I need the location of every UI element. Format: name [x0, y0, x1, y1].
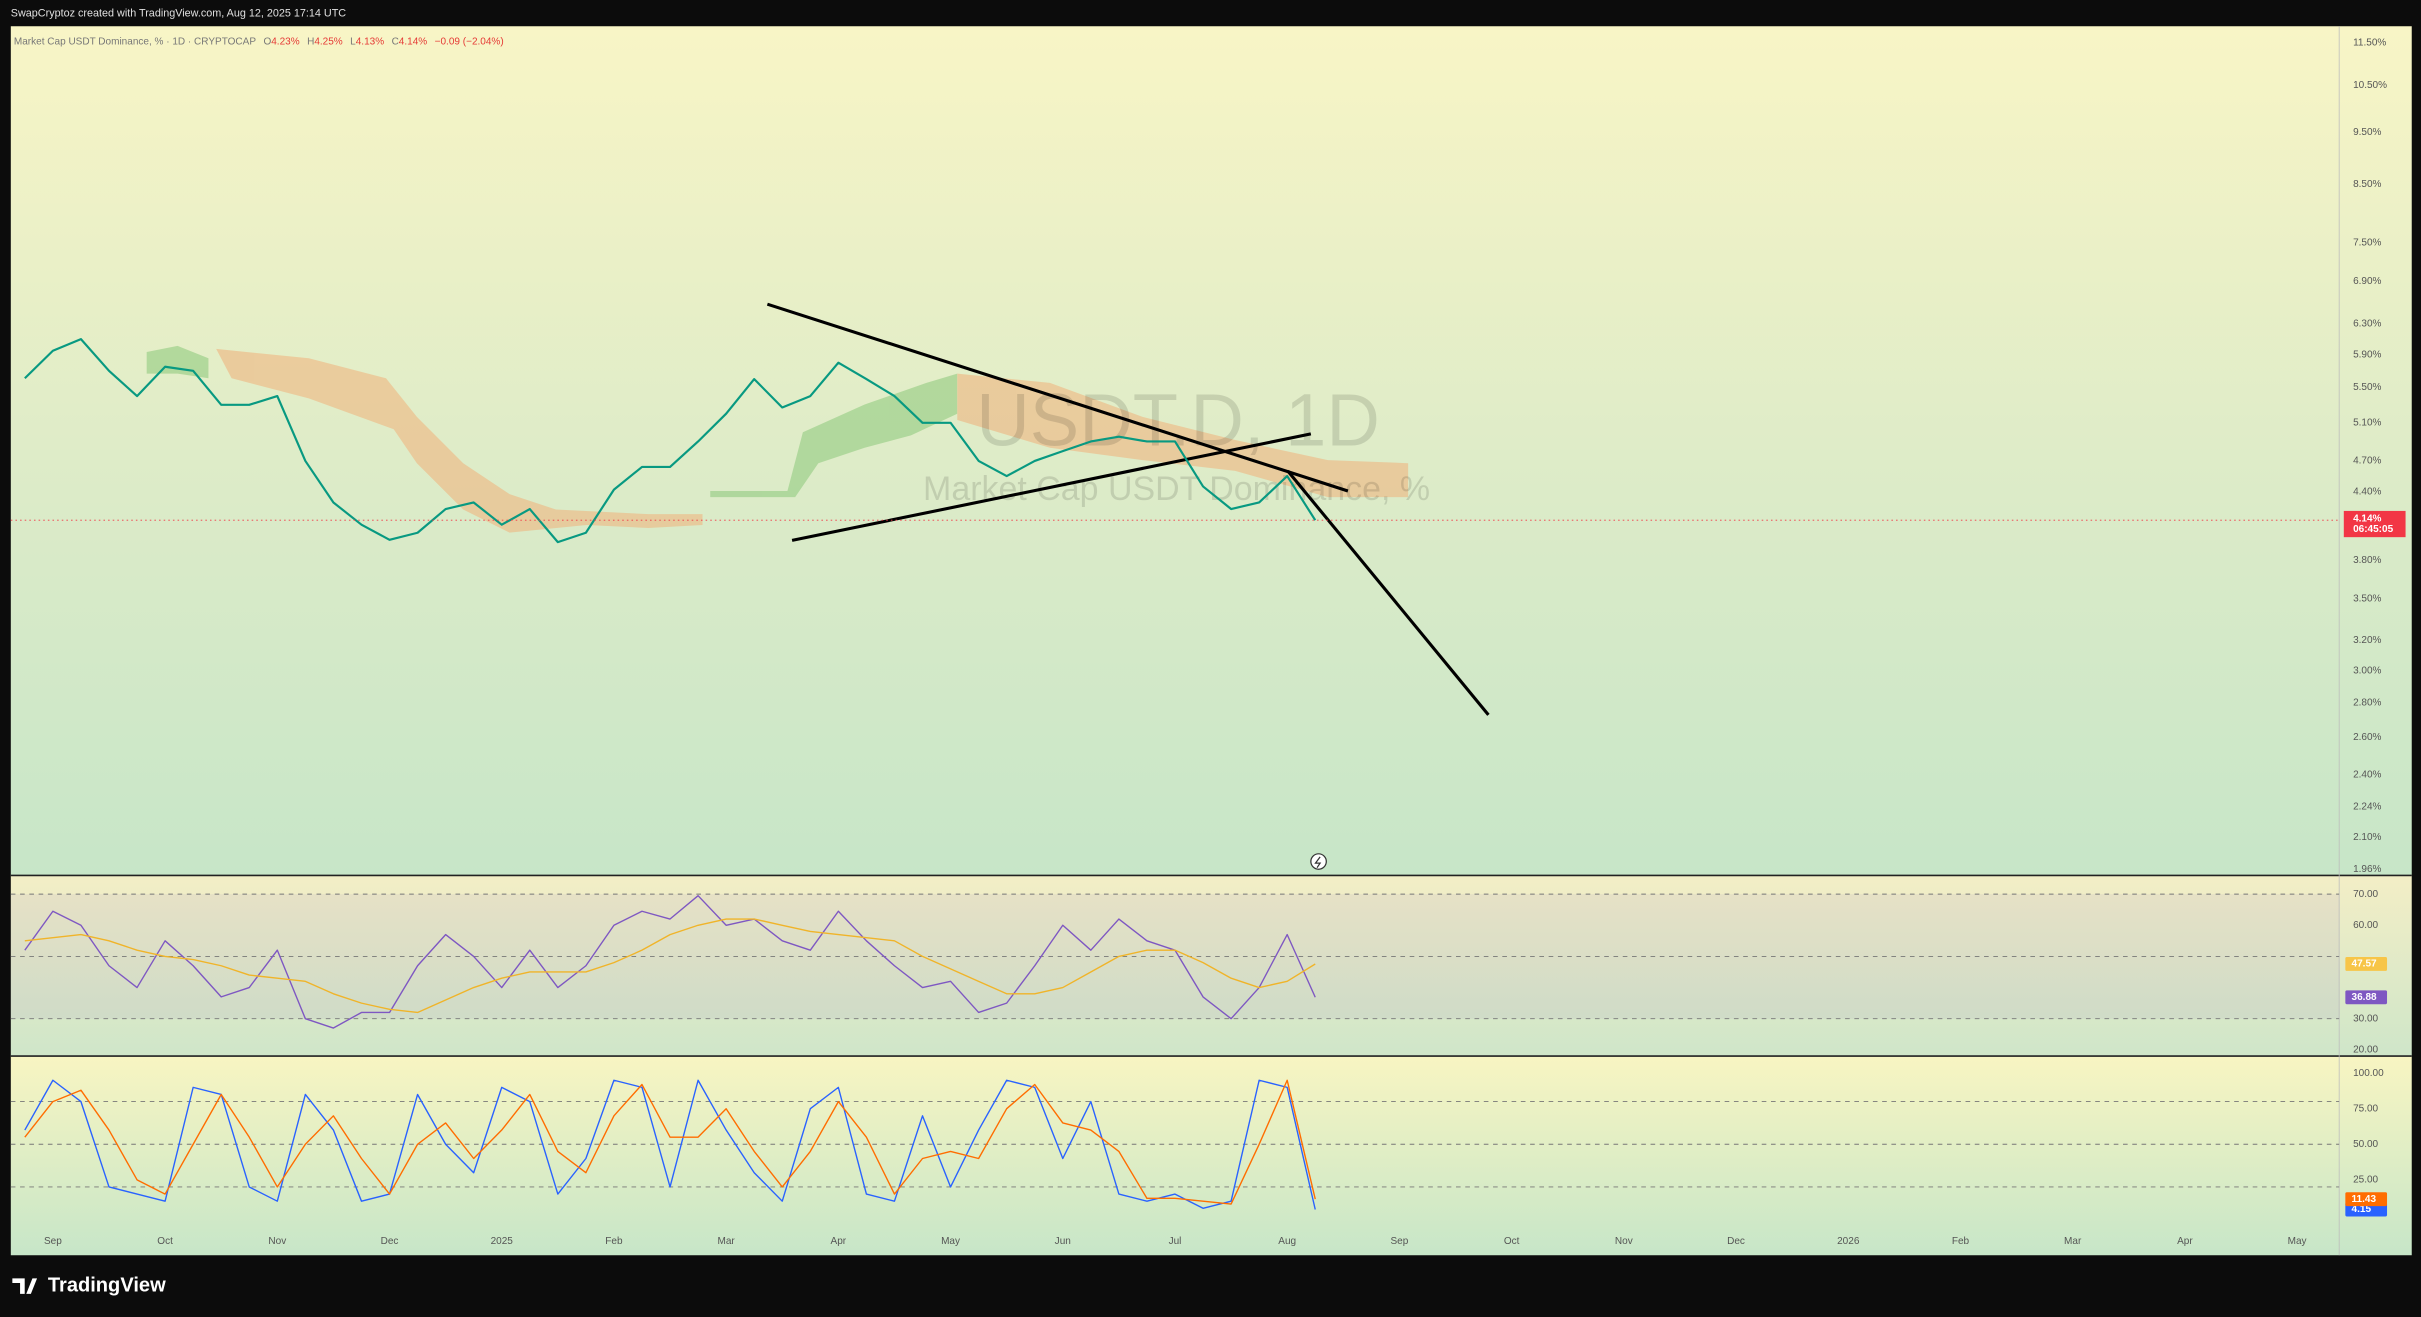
y-tick-label: 5.50% — [2353, 382, 2381, 393]
value-tag-text: 11.43 — [2352, 1194, 2377, 1205]
trendline — [1286, 469, 1490, 716]
x-tick-label: Mar — [718, 1236, 736, 1247]
footer-brand: TradingView — [48, 1274, 166, 1296]
y-tick-label: 30.00 — [2353, 1013, 2378, 1024]
y-tick-label: 4.70% — [2353, 456, 2381, 467]
value-tag — [2345, 957, 2388, 971]
x-tick-label: Nov — [268, 1236, 286, 1247]
x-tick-label: Mar — [2064, 1236, 2082, 1247]
y-tick-label: 75.00 — [2353, 1103, 2378, 1114]
x-tick-label: Jun — [1055, 1236, 1071, 1247]
watermark-name: Market Cap USDT Dominance, % — [923, 470, 1430, 508]
value-tag-text: 4.15 — [2352, 1204, 2372, 1215]
y-tick-label: 2.24% — [2353, 802, 2381, 813]
y-tick-label: 2.60% — [2353, 732, 2381, 743]
y-tick-label: 6.90% — [2353, 276, 2381, 287]
trendline — [766, 302, 1349, 493]
legend: Market Cap USDT Dominance, % · 1D · CRYP… — [14, 36, 504, 47]
y-tick-label: 100.00 — [2353, 1068, 2384, 1079]
trendline — [791, 432, 1312, 542]
x-tick-label: Dec — [1727, 1236, 1745, 1247]
y-tick-label: 3.00% — [2353, 665, 2381, 676]
series-line — [24, 918, 1316, 1014]
y-tick-label: 50.00 — [2353, 1139, 2378, 1150]
x-tick-label: Feb — [605, 1236, 623, 1247]
y-tick-label: 7.50% — [2353, 237, 2381, 248]
series-line — [24, 1079, 1316, 1210]
legend-value: 4.23% — [271, 36, 299, 47]
y-tick-label: 25.00 — [2353, 1174, 2378, 1185]
x-tick-label: May — [2288, 1236, 2307, 1247]
stoch-pane — [10, 1056, 2412, 1256]
y-tick-label: 8.50% — [2353, 179, 2381, 190]
y-tick-label: 2.80% — [2353, 697, 2381, 708]
series-line — [24, 338, 1317, 544]
y-tick-label: 5.10% — [2353, 417, 2381, 428]
value-tag — [2345, 990, 2388, 1005]
x-tick-label: 2025 — [491, 1236, 514, 1247]
y-tick-label: 5.90% — [2353, 349, 2381, 360]
x-tick-label: Sep — [1390, 1236, 1408, 1247]
level-band — [10, 894, 2340, 1019]
y-tick-label: 10.50% — [2353, 80, 2387, 91]
y-tick-label: 3.80% — [2353, 555, 2381, 566]
y-tick-label: 1.96% — [2353, 864, 2381, 875]
x-tick-label: Aug — [1278, 1236, 1296, 1247]
x-tick-label: Oct — [1504, 1236, 1520, 1247]
x-tick-label: Feb — [1952, 1236, 1970, 1247]
series-line — [24, 894, 1316, 1029]
y-tick-label: 3.50% — [2353, 593, 2381, 604]
value-tag-text: 47.57 — [2352, 959, 2377, 970]
x-tick-label: Oct — [157, 1236, 173, 1247]
x-tick-label: Nov — [1615, 1236, 1633, 1247]
y-tick-label: 70.00 — [2353, 889, 2378, 900]
price-tag-text: 4.14% — [2353, 513, 2381, 524]
x-tick-label: May — [941, 1236, 960, 1247]
x-tick-label: Apr — [831, 1236, 847, 1247]
series-line — [24, 1079, 1316, 1205]
header-text: SwapCryptoz created with TradingView.com… — [11, 8, 346, 20]
x-tick-label: Sep — [44, 1236, 62, 1247]
y-tick-label: 3.20% — [2353, 635, 2381, 646]
event-icon[interactable] — [1310, 853, 1327, 870]
y-tick-label: 2.10% — [2353, 832, 2381, 843]
legend-value: 4.13% — [356, 36, 384, 47]
rsi-pane — [10, 875, 2412, 1057]
value-tag — [2345, 1192, 2388, 1207]
x-tick-label: Dec — [381, 1236, 399, 1247]
y-tick-label: 11.50% — [2353, 38, 2386, 49]
value-tag-text: 36.88 — [2352, 992, 2377, 1003]
price-countdown: 06:45:05 — [2353, 524, 2394, 535]
y-tick-label: 6.30% — [2353, 319, 2381, 330]
price-tag — [2343, 510, 2406, 538]
y-tick-label: 20.00 — [2353, 1044, 2378, 1055]
x-tick-label: Apr — [2177, 1236, 2193, 1247]
event-icon-glyph — [1314, 856, 1322, 869]
y-tick-label: 4.40% — [2353, 486, 2381, 497]
legend-key: L — [350, 36, 356, 47]
legend-value: 4.14% — [399, 36, 427, 47]
legend-symbol: Market Cap USDT Dominance, % · 1D · CRYP… — [14, 36, 256, 47]
y-tick-label: 9.50% — [2353, 127, 2381, 138]
legend-key: O — [263, 36, 271, 47]
legend-key: C — [392, 36, 399, 47]
x-tick-label: Jul — [1169, 1236, 1182, 1247]
legend-value: 4.25% — [314, 36, 342, 47]
x-tick-label: 2026 — [1837, 1236, 1860, 1247]
legend-key: H — [307, 36, 314, 47]
y-tick-label: 60.00 — [2353, 920, 2378, 931]
y-tick-label: 2.40% — [2353, 769, 2381, 780]
legend-change: −0.09 (−2.04%) — [435, 36, 504, 47]
